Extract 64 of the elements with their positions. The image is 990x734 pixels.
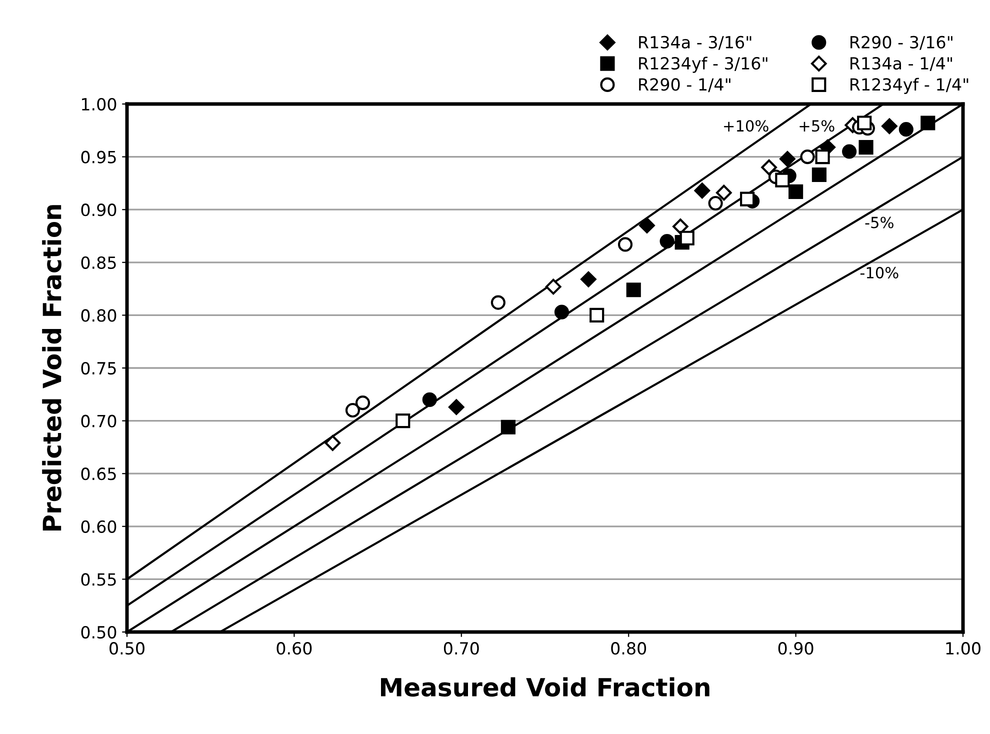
y-tick-label: 0.80 [81,309,116,322]
y-tick-label: 0.55 [81,573,116,586]
y-tick-label: 0.70 [81,414,116,428]
x-tick-label: 0.90 [778,642,814,655]
legend-label: R1234yf - 1/4" [850,78,968,94]
legend-label: R1234yf - 3/16" [639,56,768,73]
point [490,295,506,310]
x-tick-label: 0.70 [444,642,479,655]
y-tick-label: 0.90 [81,204,116,216]
point [545,278,562,295]
point [812,167,827,182]
point [858,140,874,155]
point [500,420,516,434]
point [324,435,341,451]
point [355,396,370,410]
point [448,399,464,415]
y-tick-label: 1.00 [82,98,116,111]
x-tick-label: 0.50 [110,642,144,655]
series-label: -10% [860,266,898,278]
point [626,282,641,298]
point [898,122,914,137]
point [680,230,694,246]
x-tick-label: 1.00 [946,642,980,655]
legend-label: R290 - 3/16" [850,36,952,50]
series-label: +5% [800,120,834,132]
point [716,184,732,201]
point [580,271,596,288]
point [660,234,674,249]
point [618,237,633,252]
point [842,144,857,159]
y-tick-label: 0.50 [81,626,116,639]
series-label: -5% [865,216,894,228]
point [345,402,360,418]
legend-label: R290 - 1/4" [639,78,730,92]
y-tick-label: 0.95 [81,150,116,164]
x-tick-label: 0.60 [276,642,312,655]
point [775,172,790,188]
point [639,218,655,234]
point [590,308,604,322]
x-tick-label: 0.80 [611,642,646,655]
point [788,184,804,199]
series-label: +10% [724,120,768,132]
point [780,150,796,167]
legend-label: R134a - 1/4" [850,57,952,71]
point [672,218,688,234]
y-tick-label: 0.65 [81,468,116,480]
point [694,182,710,199]
point [857,116,872,130]
y-tick-label: 0.85 [81,256,116,269]
point [422,392,437,407]
y-tick-label: 0.75 [81,362,116,375]
point [920,116,936,130]
legend-label: R134a - 3/16" [639,36,752,50]
point [554,304,570,320]
point [882,118,898,134]
point [740,192,755,206]
y-axis-title: Predicted Void Fraction [42,205,62,531]
point [815,150,830,164]
y-tick-label: 0.60 [81,520,116,533]
point [761,159,777,176]
point [800,150,815,164]
point [708,196,723,211]
point [396,414,410,428]
x-axis-title: Measured Void Fraction [381,677,710,697]
